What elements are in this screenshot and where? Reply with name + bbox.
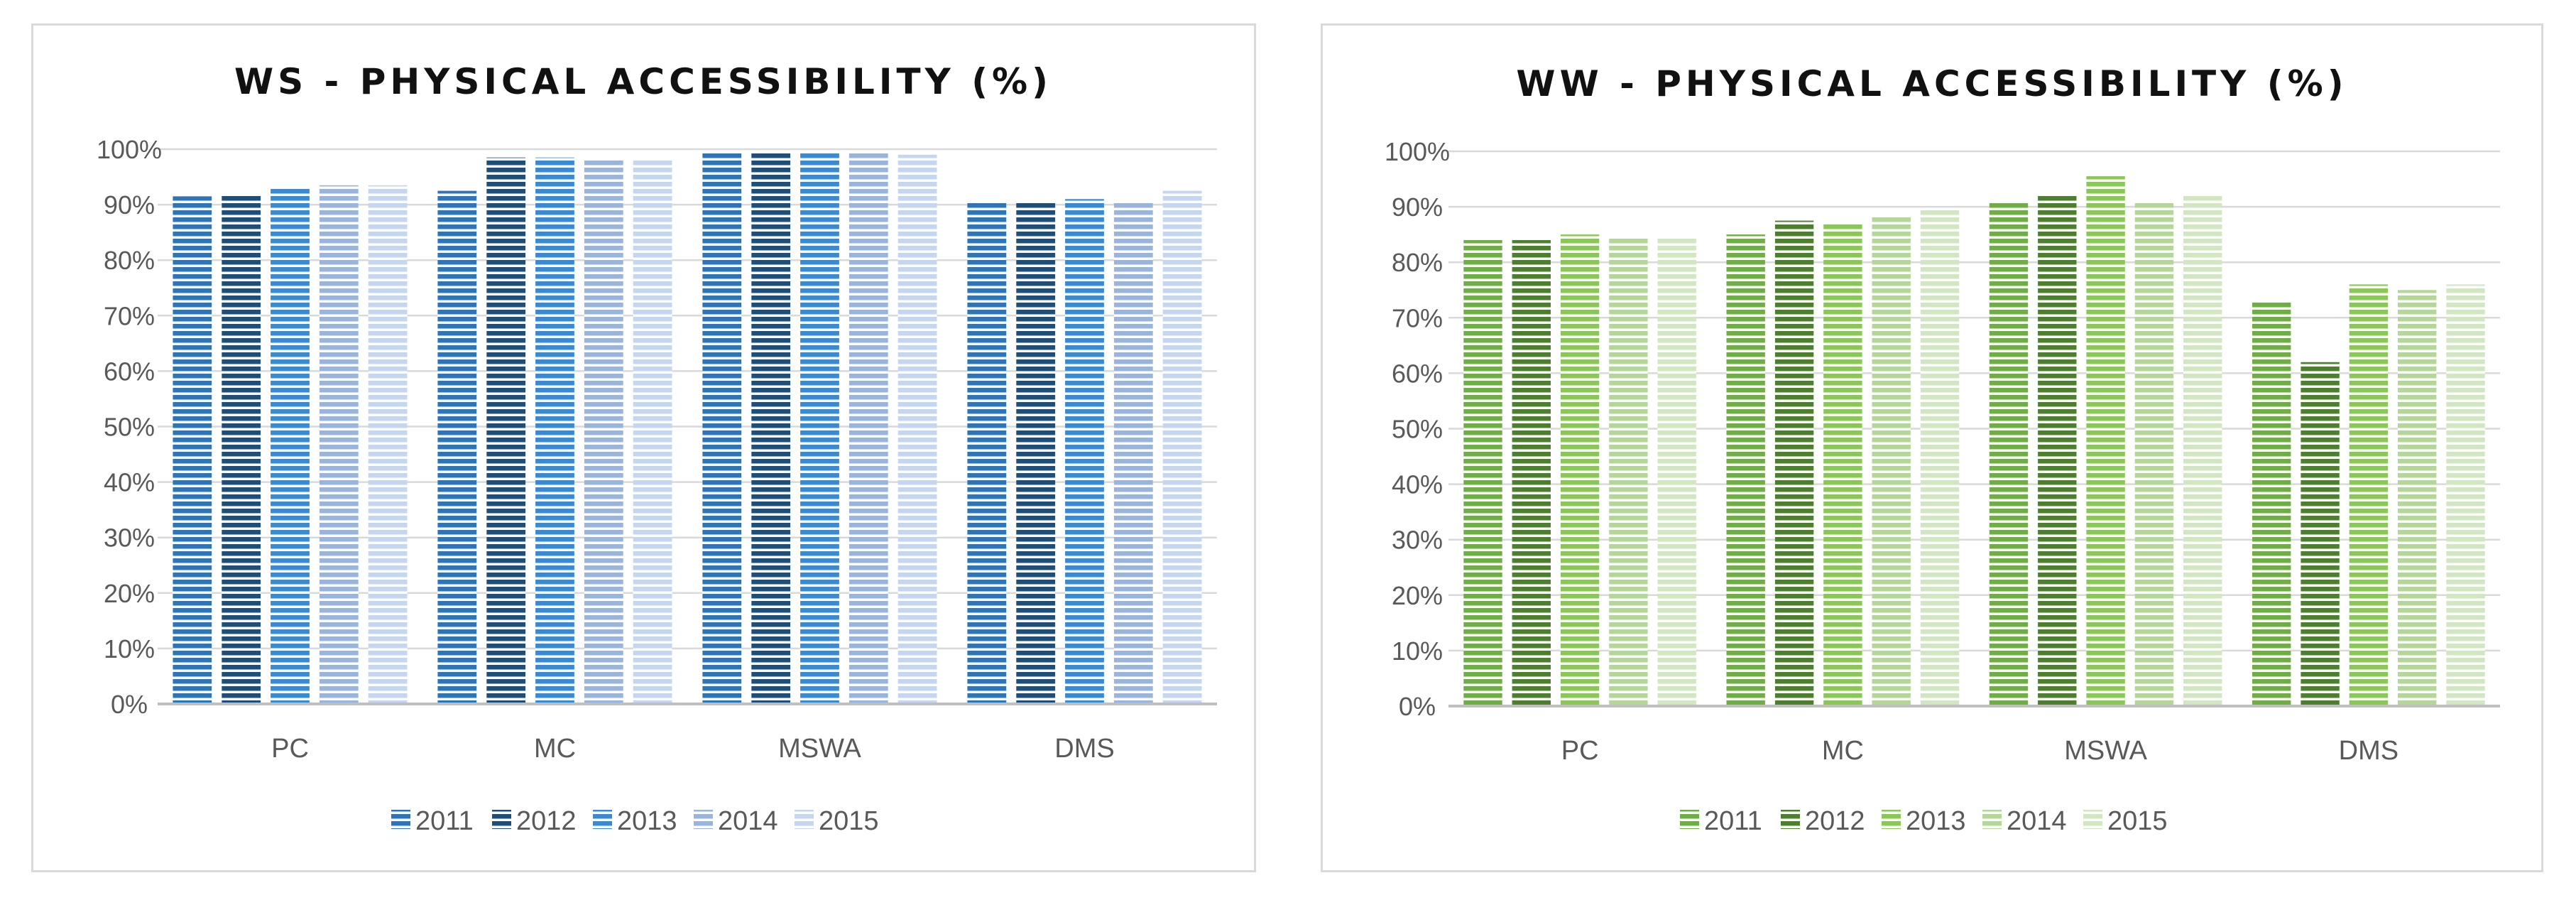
ww-y-tick-label: 70%	[1392, 303, 1443, 332]
ww-y-tick-label: 90%	[1392, 193, 1443, 222]
ws-legend-label-2015: 2015	[819, 806, 879, 836]
ws-legend-swatch-2011	[391, 810, 410, 829]
ww-legend-label-2012: 2012	[1805, 806, 1865, 836]
ww-y-tick-label: 40%	[1392, 470, 1443, 499]
ws-y-tick-label: 70%	[104, 301, 155, 330]
ww-legend-label-2013: 2013	[1906, 806, 1966, 836]
ws-bar-pc-2011	[173, 196, 212, 704]
ww-y-tick-label: 10%	[1392, 636, 1443, 666]
ww-legend-label-2014: 2014	[2007, 806, 2067, 836]
ww-chart-panel: WW - PHYSICAL ACCESSIBILITY (%) 0% 10% 20% 3…	[1321, 23, 2543, 872]
ws-bar-dms-2013	[1065, 199, 1104, 704]
ww-bar-pc-2012	[1512, 240, 1551, 706]
ws-bar-mc-2012	[486, 157, 526, 704]
ws-y-tick-label: 30%	[104, 524, 155, 553]
ww-bar-dms-2011	[2252, 300, 2291, 706]
ws-legend-label-2013: 2013	[617, 806, 677, 836]
ws-legend-swatch-2014	[694, 810, 713, 829]
ws-bar-mswa-2013	[800, 151, 839, 704]
ws-y-tick-label: 10%	[104, 634, 155, 663]
ww-bar-pc-2014	[1609, 237, 1648, 707]
ws-chart: WS - PHYSICAL ACCESSIBILITY (%) 0% 10% 20% 3…	[97, 61, 1217, 836]
ww-category-label: DMS	[2339, 736, 2398, 766]
ww-bar-mswa-2015	[2183, 195, 2222, 706]
ws-bar-pc-2012	[222, 193, 261, 704]
ww-y-tick-label: 0%	[1399, 692, 1436, 721]
ws-bar-pc-2015	[368, 185, 408, 704]
ww-bar-pc-2015	[1657, 237, 1696, 707]
ww-chart: WW - PHYSICAL ACCESSIBILITY (%) 0% 10% 20% 3…	[1385, 63, 2500, 836]
ww-bar-mc-2012	[1774, 220, 1814, 707]
ww-bar-pc-2013	[1560, 234, 1600, 707]
ww-y-tick-label: 80%	[1392, 248, 1443, 277]
ww-legend-swatch-2012	[1781, 810, 1800, 829]
ww-y-tick-label: 60%	[1392, 359, 1443, 388]
ww-bar-mc-2015	[1920, 210, 1960, 706]
ww-bar-mswa-2013	[2086, 176, 2125, 707]
ws-bar-mswa-2011	[702, 151, 742, 704]
ww-bar-mswa-2014	[2134, 201, 2174, 706]
ws-chart-panel: WS - PHYSICAL ACCESSIBILITY (%) 0% 10% 20% 3…	[31, 23, 1256, 872]
ww-y-tick-label: 30%	[1392, 526, 1443, 555]
ww-category-label: MSWA	[2064, 736, 2147, 766]
ww-legend-swatch-2015	[2083, 810, 2102, 829]
ww-bar-mswa-2011	[1989, 201, 2029, 706]
ws-y-tick-label: 90%	[104, 190, 155, 219]
ws-chart-title: WS - PHYSICAL ACCESSIBILITY (%)	[234, 61, 1052, 102]
ww-chart-title: WW - PHYSICAL ACCESSIBILITY (%)	[1516, 63, 2347, 104]
ws-y-tick-label: 0%	[111, 690, 148, 719]
ws-bar-mc-2013	[535, 157, 574, 704]
ws-y-tick-label: 50%	[104, 413, 155, 442]
ws-category-label: PC	[271, 734, 309, 764]
ww-bar-dms-2015	[2446, 284, 2485, 706]
ws-legend-label-2014: 2014	[718, 806, 778, 836]
ww-y-tick-label: 20%	[1392, 581, 1443, 610]
ws-bar-mc-2014	[584, 160, 623, 705]
ws-y-tick-label: 60%	[104, 357, 155, 386]
ws-bar-dms-2012	[1016, 202, 1056, 704]
ww-legend-label-2011: 2011	[1704, 806, 1762, 836]
ww-legend-label-2015: 2015	[2107, 806, 2168, 836]
ww-bar-mc-2014	[1872, 215, 1911, 706]
ws-legend-swatch-2013	[593, 810, 612, 829]
ww-bar-mc-2013	[1823, 223, 1862, 706]
ww-legend-swatch-2013	[1882, 810, 1901, 829]
ww-y-tick-label: 50%	[1392, 415, 1443, 444]
ww-bar-pc-2011	[1463, 240, 1502, 706]
ws-category-label: MSWA	[778, 734, 861, 764]
ww-legend-swatch-2011	[1680, 810, 1699, 829]
ws-y-tick-label: 100%	[97, 135, 162, 164]
ww-bar-mswa-2012	[2038, 195, 2077, 706]
ws-bar-mswa-2012	[751, 151, 791, 704]
ww-bar-mc-2011	[1726, 234, 1765, 707]
ws-category-label: DMS	[1054, 734, 1114, 764]
ws-bar-mc-2011	[437, 190, 477, 705]
ws-legend-label-2011: 2011	[415, 806, 474, 836]
ws-bar-mswa-2014	[848, 151, 888, 704]
ws-bar-dms-2011	[967, 202, 1007, 704]
ww-category-label: PC	[1561, 736, 1599, 766]
ws-bar-pc-2013	[271, 188, 310, 704]
ws-bar-mswa-2015	[897, 154, 937, 705]
ws-bar-pc-2014	[319, 185, 359, 704]
ws-bar-mc-2015	[633, 160, 672, 705]
ws-bar-dms-2014	[1113, 202, 1153, 704]
ww-legend-swatch-2014	[1982, 810, 2002, 829]
ww-category-label: MC	[1822, 736, 1864, 766]
ws-y-tick-label: 80%	[104, 246, 155, 275]
ww-bar-dms-2012	[2301, 362, 2340, 706]
ws-legend-swatch-2015	[795, 810, 814, 829]
ws-y-tick-label: 20%	[104, 579, 155, 608]
ww-y-tick-label: 100%	[1385, 137, 1450, 166]
ws-bar-dms-2015	[1162, 190, 1202, 705]
ws-y-tick-label: 40%	[104, 468, 155, 497]
ww-bar-dms-2014	[2398, 290, 2437, 707]
ws-category-label: MC	[534, 734, 576, 764]
ws-legend-label-2012: 2012	[516, 806, 577, 836]
ww-bar-dms-2013	[2349, 284, 2389, 706]
ws-legend-swatch-2012	[492, 810, 511, 829]
